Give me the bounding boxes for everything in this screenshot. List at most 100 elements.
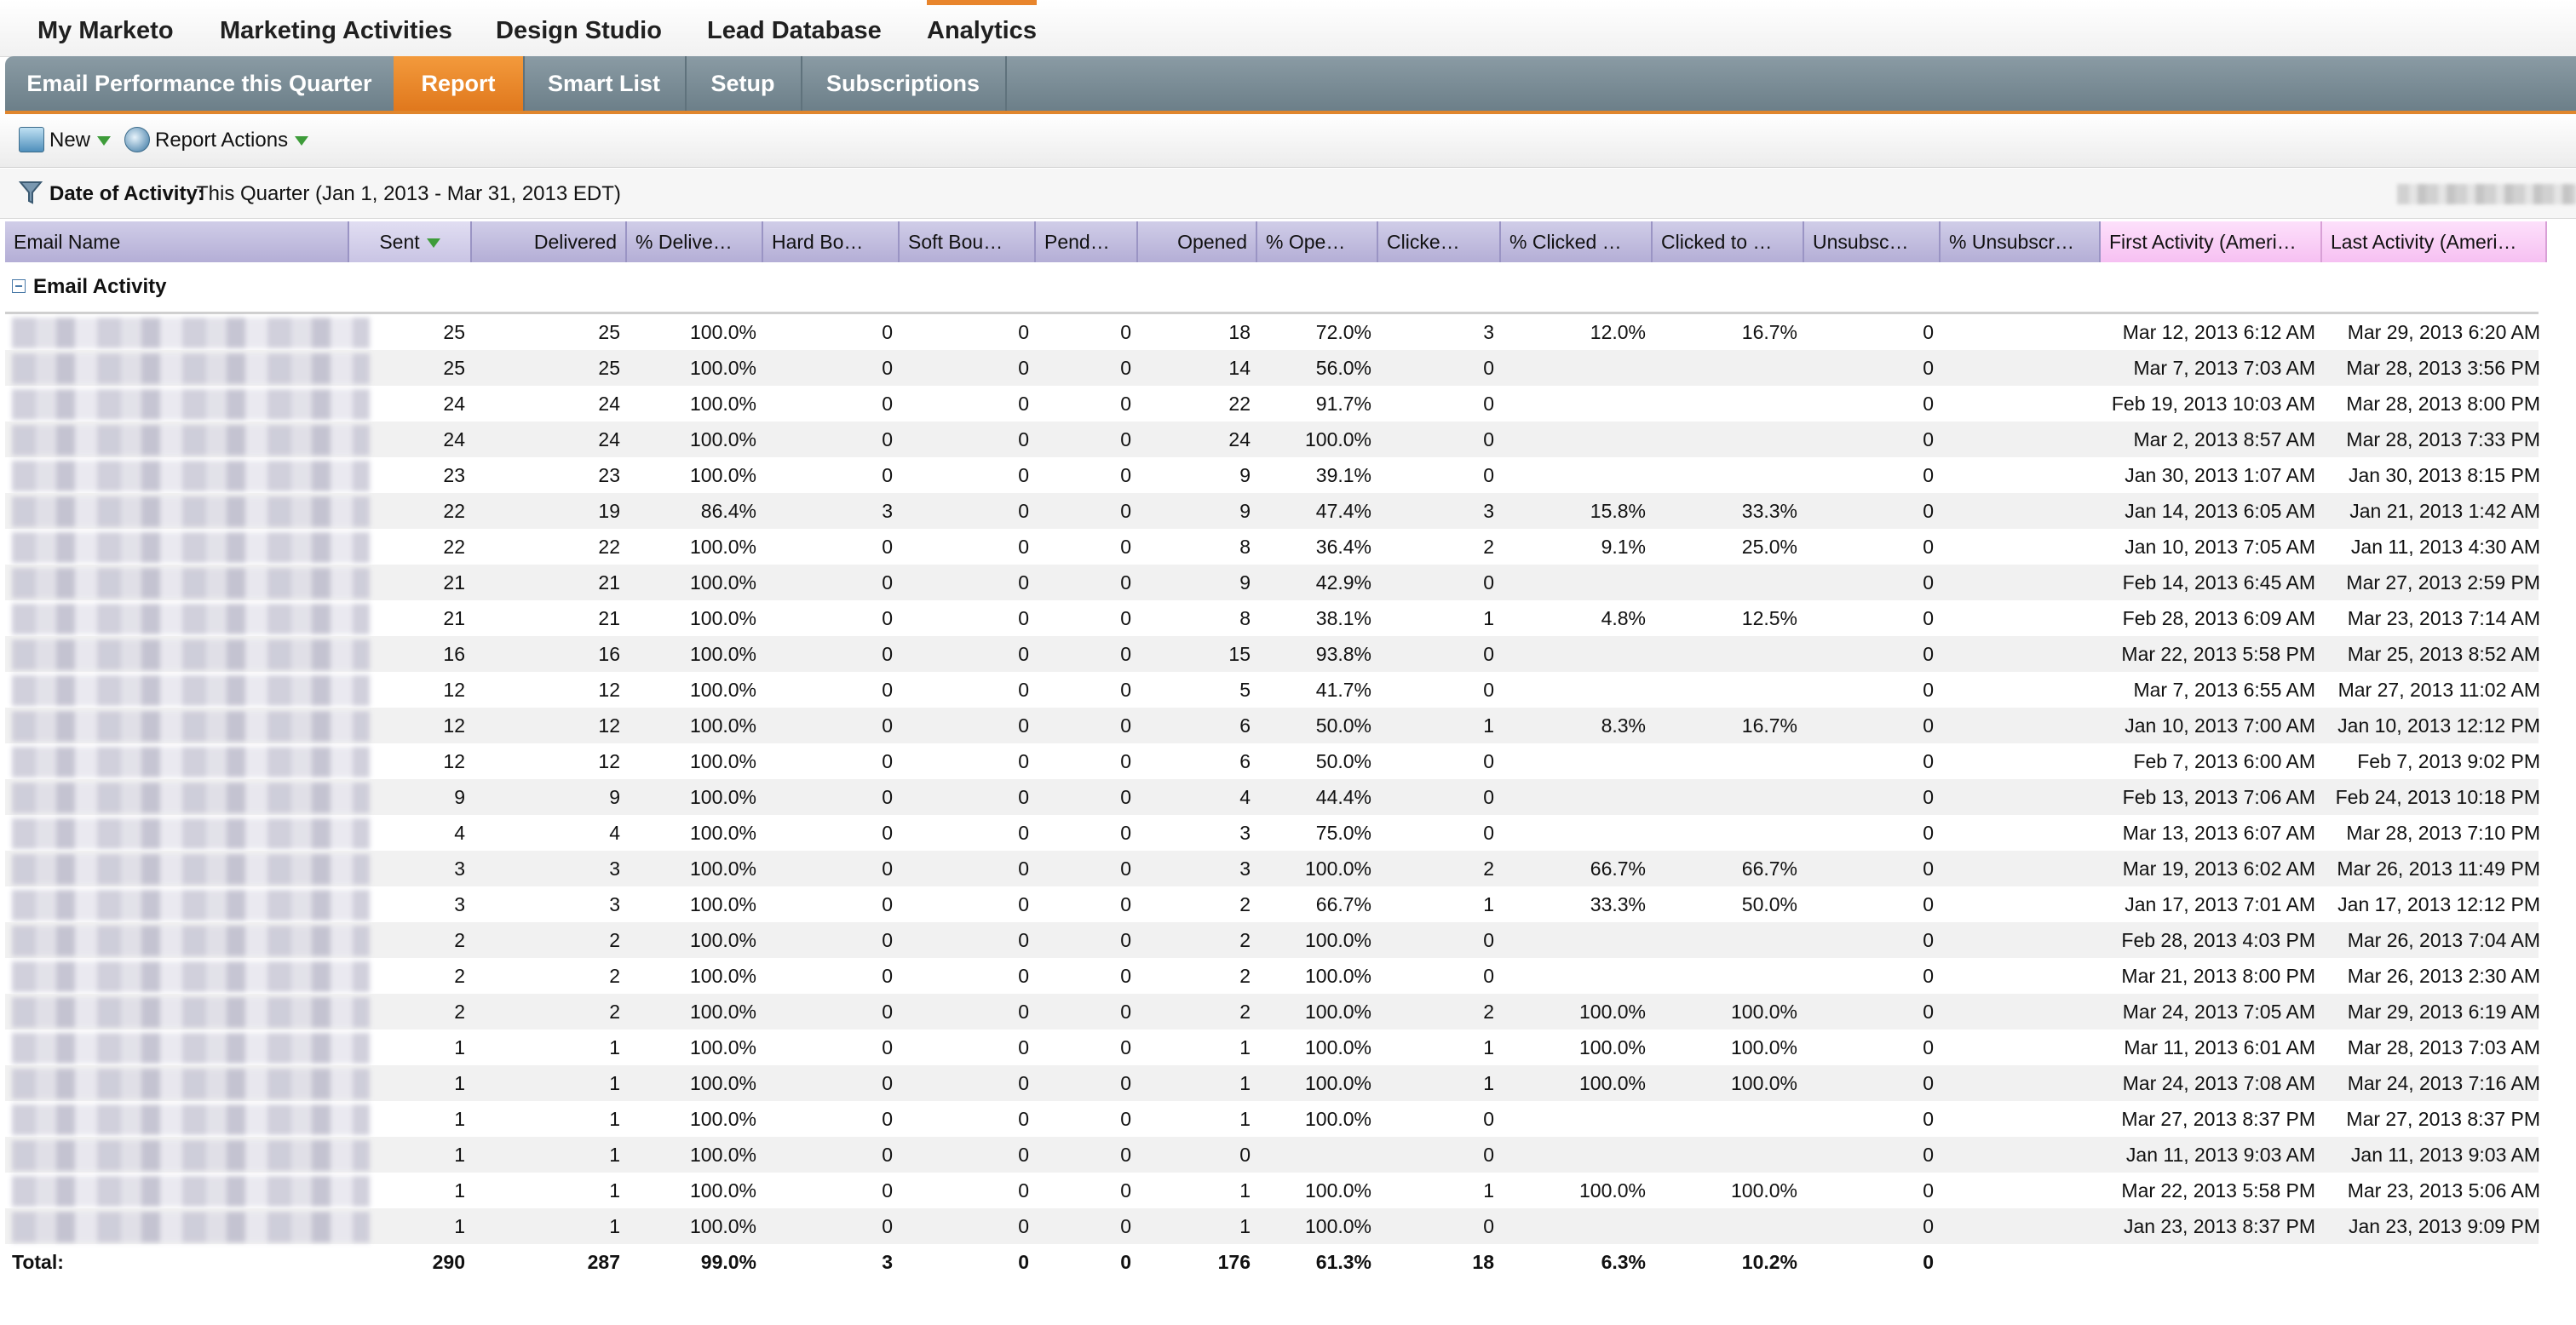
column-header-unsubscr[interactable]: % Unsubscr… xyxy=(1941,221,2101,262)
table-row[interactable]: 1 1 100.0% 0 0 0 1 100.0% 1 100.0% 100.0% 0 Mar 11, … xyxy=(5,1030,2540,1065)
nav-marketing-activities[interactable]: Marketing Activities xyxy=(220,17,452,44)
email-name-cell[interactable] xyxy=(5,743,370,779)
filter-funnel-icon[interactable] xyxy=(17,179,44,206)
cell-unsubscr xyxy=(1941,493,2101,529)
total-unsubsc: 0 xyxy=(1923,1251,1934,1273)
table-row[interactable]: 3 3 100.0% 0 0 0 2 66.7% 1 33.3% 50.0% 0 Jan 17, 201… xyxy=(5,886,2540,922)
email-name-cell[interactable] xyxy=(5,636,370,672)
filter-value[interactable]: This Quarter (Jan 1, 2013 - Mar 31, 2013… xyxy=(196,182,621,205)
column-header-delivered[interactable]: Delivered xyxy=(472,221,627,262)
table-row[interactable]: 23 23 100.0% 0 0 0 9 39.1% 0 0 Jan 30, 2013 1:07 A… xyxy=(5,457,2540,493)
email-name-cell[interactable] xyxy=(5,600,370,636)
cell-soft-bou: 0 xyxy=(1018,1179,1029,1202)
table-row[interactable]: 4 4 100.0% 0 0 0 3 75.0% 0 0 Mar 13, 2013 6:07 AM M… xyxy=(5,815,2540,851)
table-row[interactable]: 12 12 100.0% 0 0 0 5 41.7% 0 0 Mar 7, 2013 6:55 AM… xyxy=(5,672,2540,708)
email-name-cell[interactable] xyxy=(5,422,370,457)
column-header-sent[interactable]: Sent xyxy=(349,221,472,262)
email-name-cell[interactable] xyxy=(5,1065,370,1101)
column-header-hard-bo[interactable]: Hard Bo… xyxy=(763,221,900,262)
table-row[interactable]: 1 1 100.0% 0 0 0 1 100.0% 0 0 Mar 27, 2013 8:37 PM… xyxy=(5,1101,2540,1137)
table-row[interactable]: 12 12 100.0% 0 0 0 6 50.0% 1 8.3% 16.7% 0 Jan 10, 20… xyxy=(5,708,2540,743)
column-header-pend[interactable]: Pend… xyxy=(1036,221,1138,262)
cell-delivered: 3 xyxy=(609,893,620,915)
collapse-icon[interactable] xyxy=(12,279,26,293)
redacted-email-name xyxy=(12,675,370,706)
email-name-cell[interactable] xyxy=(5,994,370,1030)
column-header-clicked[interactable]: % Clicked … xyxy=(1501,221,1653,262)
tab-smart-list[interactable]: Smart List xyxy=(523,56,687,111)
nav-analytics[interactable]: Analytics xyxy=(927,0,1037,61)
column-header-ope[interactable]: % Ope… xyxy=(1257,221,1378,262)
email-name-cell[interactable] xyxy=(5,1137,370,1173)
cell-opened: 0 xyxy=(1239,1144,1251,1166)
nav-my-marketo[interactable]: My Marketo xyxy=(37,17,174,44)
table-row[interactable]: 22 22 100.0% 0 0 0 8 36.4% 2 9.1% 25.0% 0 Jan 10, 20… xyxy=(5,529,2540,565)
group-row[interactable]: Email Activity xyxy=(5,262,2539,314)
email-name-cell[interactable] xyxy=(5,493,370,529)
table-row[interactable]: 16 16 100.0% 0 0 0 15 93.8% 0 0 Mar 22, 2013 5:58 … xyxy=(5,636,2540,672)
email-name-cell[interactable] xyxy=(5,851,370,886)
table-row[interactable]: 2 2 100.0% 0 0 0 2 100.0% 0 0 Feb 28, 2013 4:03 PM… xyxy=(5,922,2540,958)
table-row[interactable]: 1 1 100.0% 0 0 0 0 0 0 Jan 11, 2013 9:03 AM Jan 11… xyxy=(5,1137,2540,1173)
email-name-cell[interactable] xyxy=(5,529,370,565)
cell-delive: 100.0% xyxy=(689,1215,756,1237)
tab-email-performance[interactable]: Email Performance this Quarter xyxy=(5,56,395,111)
new-button[interactable]: New xyxy=(19,124,112,157)
email-name-cell[interactable] xyxy=(5,386,370,422)
nav-design-studio[interactable]: Design Studio xyxy=(496,17,662,44)
cell-clicked: 100.0% xyxy=(1578,1072,1646,1094)
cell-clicked: 9.1% xyxy=(1601,536,1646,558)
table-row[interactable]: 1 1 100.0% 0 0 0 1 100.0% 1 100.0% 100.0% 0 Mar 22, … xyxy=(5,1173,2540,1208)
table-row[interactable]: 2 2 100.0% 0 0 0 2 100.0% 0 0 Mar 21, 2013 8:00 PM… xyxy=(5,958,2540,994)
email-name-cell[interactable] xyxy=(5,565,370,600)
cell-delivered: 25 xyxy=(598,321,620,343)
table-row[interactable]: 25 25 100.0% 0 0 0 14 56.0% 0 0 Mar 7, 2013 7:03 A… xyxy=(5,350,2540,386)
column-header-email-name[interactable]: Email Name xyxy=(5,221,349,262)
email-name-cell[interactable] xyxy=(5,672,370,708)
table-row[interactable]: 21 21 100.0% 0 0 0 9 42.9% 0 0 Feb 14, 2013 6:45 A… xyxy=(5,565,2540,600)
email-name-cell[interactable] xyxy=(5,1030,370,1065)
column-header-delive[interactable]: % Delive… xyxy=(627,221,763,262)
column-header-clicked-to[interactable]: Clicked to … xyxy=(1653,221,1804,262)
table-row[interactable]: 24 24 100.0% 0 0 0 22 91.7% 0 0 Feb 19, 2013 10:03… xyxy=(5,386,2540,422)
table-row[interactable]: 2 2 100.0% 0 0 0 2 100.0% 2 100.0% 100.0% 0 Mar 24, … xyxy=(5,994,2540,1030)
email-name-cell[interactable] xyxy=(5,708,370,743)
table-row[interactable]: 21 21 100.0% 0 0 0 8 38.1% 1 4.8% 12.5% 0 Feb 28, 20… xyxy=(5,600,2540,636)
email-name-cell[interactable] xyxy=(5,1173,370,1208)
email-name-cell[interactable] xyxy=(5,958,370,994)
report-actions-label: Report Actions xyxy=(155,129,289,152)
email-name-cell[interactable] xyxy=(5,457,370,493)
nav-lead-database[interactable]: Lead Database xyxy=(707,17,882,44)
cell-clicked-to: 66.7% xyxy=(1741,858,1797,880)
email-name-cell[interactable] xyxy=(5,922,370,958)
table-row[interactable]: 9 9 100.0% 0 0 0 4 44.4% 0 0 Feb 13, 2013 7:06 AM F… xyxy=(5,779,2540,815)
column-header-unsubsc[interactable]: Unsubsc… xyxy=(1804,221,1941,262)
email-name-cell[interactable] xyxy=(5,1101,370,1137)
table-row[interactable]: 25 25 100.0% 0 0 0 18 72.0% 3 12.0% 16.7% 0 Mar 12, … xyxy=(5,314,2540,350)
table-row[interactable]: 22 19 86.4% 3 0 0 9 47.4% 3 15.8% 33.3% 0 Jan 14, 20… xyxy=(5,493,2540,529)
email-name-cell[interactable] xyxy=(5,1208,370,1244)
tab-subscriptions[interactable]: Subscriptions xyxy=(801,56,1007,111)
column-header-clicke[interactable]: Clicke… xyxy=(1378,221,1501,262)
table-row[interactable]: 1 1 100.0% 0 0 0 1 100.0% 0 0 Jan 23, 2013 8:37 PM… xyxy=(5,1208,2540,1244)
column-header-last-activity-ameri[interactable]: Last Activity (Ameri… xyxy=(2322,221,2547,262)
cell-pend: 0 xyxy=(1120,822,1131,844)
redacted-email-name xyxy=(12,568,370,599)
tab-setup[interactable]: Setup xyxy=(685,56,802,111)
column-header-soft-bou[interactable]: Soft Bou… xyxy=(900,221,1036,262)
table-row[interactable]: 3 3 100.0% 0 0 0 3 100.0% 2 66.7% 66.7% 0 Mar 19, 20… xyxy=(5,851,2540,886)
email-name-cell[interactable] xyxy=(5,815,370,851)
email-name-cell[interactable] xyxy=(5,314,370,350)
cell-delive: 100.0% xyxy=(689,822,756,844)
cell-unsubsc: 0 xyxy=(1923,858,1934,880)
table-row[interactable]: 12 12 100.0% 0 0 0 6 50.0% 0 0 Feb 7, 2013 6:00 AM… xyxy=(5,743,2540,779)
table-row[interactable]: 24 24 100.0% 0 0 0 24 100.0% 0 0 Mar 2, 2013 8:57 … xyxy=(5,422,2540,457)
table-row[interactable]: 1 1 100.0% 0 0 0 1 100.0% 1 100.0% 100.0% 0 Mar 24, … xyxy=(5,1065,2540,1101)
column-header-opened[interactable]: Opened xyxy=(1138,221,1257,262)
email-name-cell[interactable] xyxy=(5,350,370,386)
email-name-cell[interactable] xyxy=(5,779,370,815)
column-header-first-activity-ameri[interactable]: First Activity (Ameri… xyxy=(2101,221,2322,262)
report-actions-button[interactable]: Report Actions xyxy=(124,124,309,157)
tab-report[interactable]: Report xyxy=(394,56,525,111)
email-name-cell[interactable] xyxy=(5,886,370,922)
